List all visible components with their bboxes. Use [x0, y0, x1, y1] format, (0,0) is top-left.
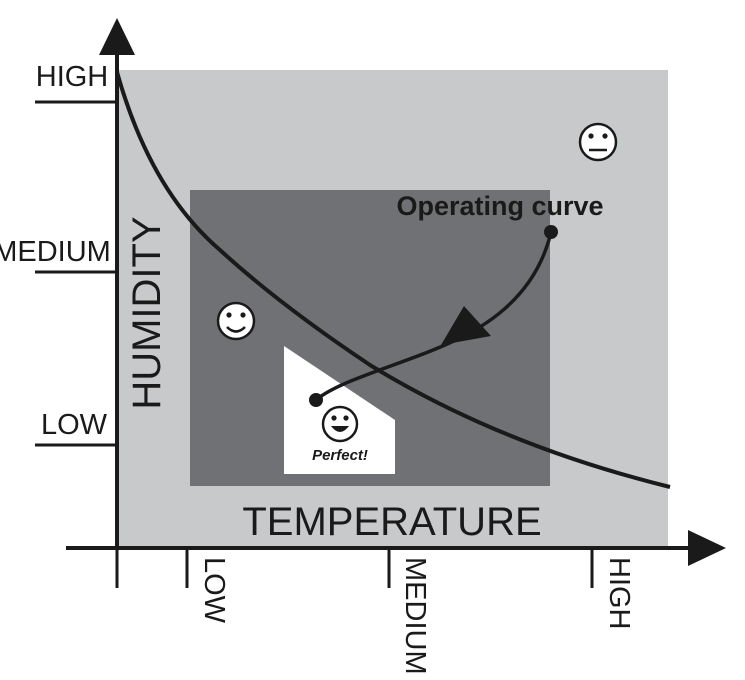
perfect-label: Perfect! — [312, 447, 368, 464]
operating-curve-end-dot — [309, 393, 323, 407]
y-axis-arrowhead — [99, 18, 135, 55]
comfort-boundary-curve — [115, 71, 671, 489]
operating-curve-start-dot — [544, 225, 558, 239]
y-tick-label-high: HIGH — [36, 61, 109, 93]
x-tick-label-medium: MEDIUM — [399, 557, 431, 675]
happy-face-icon — [216, 301, 256, 341]
y-tick-label-low: LOW — [41, 409, 108, 441]
operating-curve-label: Operating curve — [396, 191, 603, 221]
neutral-face-icon — [578, 122, 618, 162]
y-tick-label-medium: MEDIUM — [0, 236, 111, 268]
x-axis-arrowhead — [688, 530, 726, 566]
x-tick-label-high: HIGH — [603, 557, 635, 630]
operating-curve-arrowhead — [441, 306, 491, 345]
x-axis-title: TEMPERATURE — [242, 500, 541, 544]
x-tick-label-low: LOW — [198, 557, 230, 624]
operating-curve — [314, 231, 553, 402]
grin-face-icon — [321, 405, 359, 443]
y-axis-title: HUMIDITY — [125, 216, 169, 409]
